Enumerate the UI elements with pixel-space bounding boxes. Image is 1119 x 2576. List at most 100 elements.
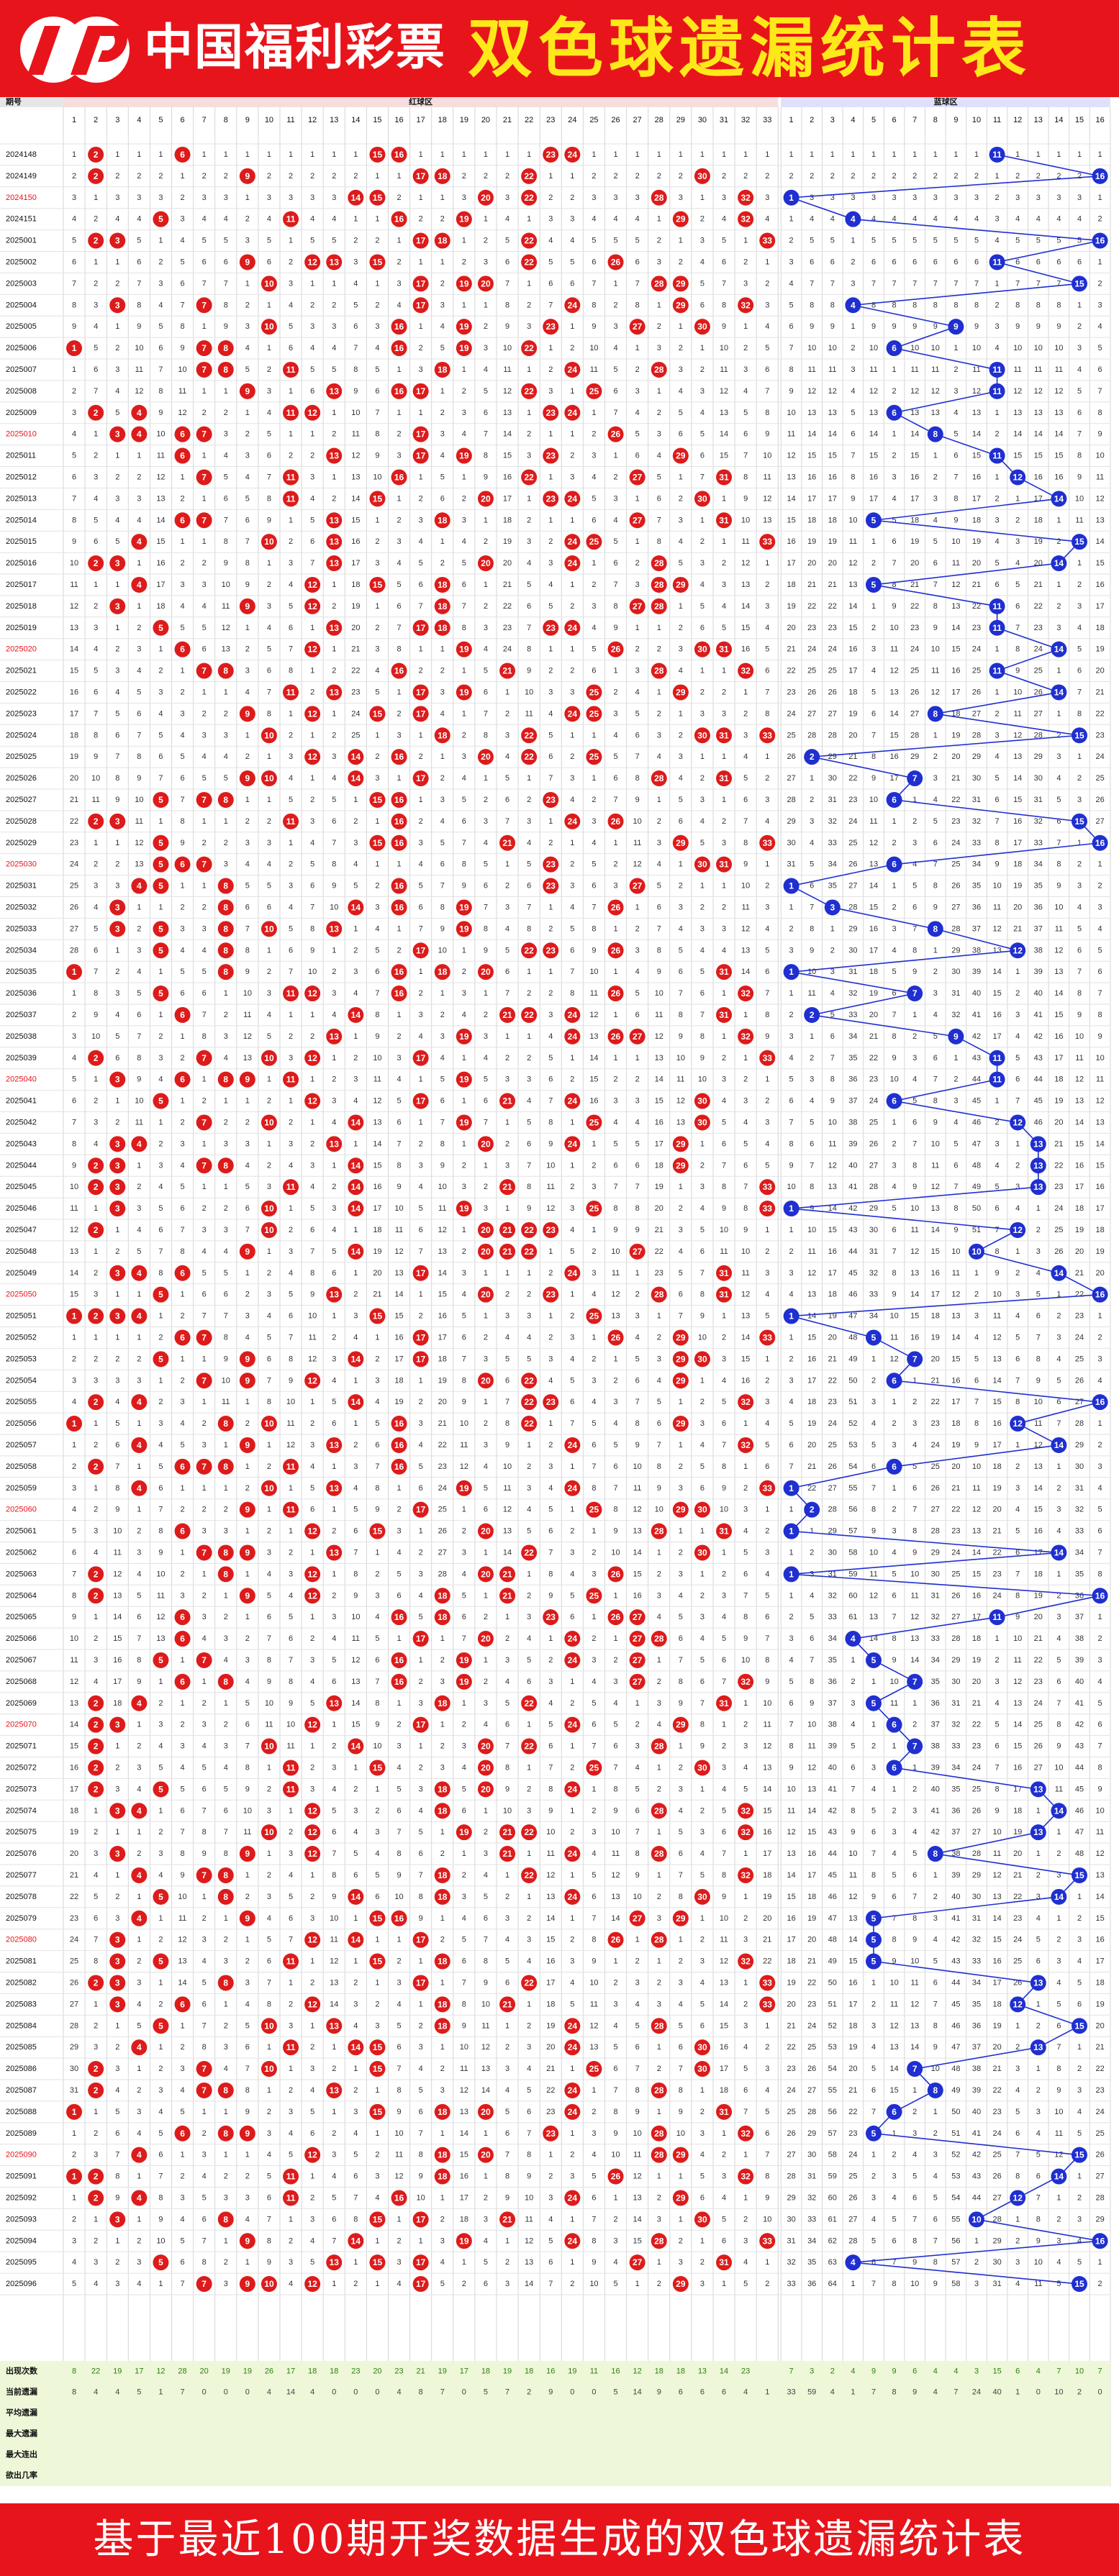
red-omission-value: 4 [267,1011,271,1019]
blue-omission-value: 1 [892,365,897,374]
blue-omission-value: 17 [828,494,837,503]
red-ball-number: 21 [502,1182,512,1192]
blue-omission-value: 1 [810,774,814,783]
red-omission-value: 15 [720,452,728,460]
red-omission-value: 8 [289,1678,293,1686]
red-ball-number: 32 [740,1032,751,1042]
blue-omission-value: 47 [848,1312,857,1321]
red-ball-number: 23 [546,860,556,870]
blue-omission-value: 1 [789,1548,794,1557]
red-omission-value: 4 [289,1591,293,1600]
blue-omission-value: 2 [851,172,855,181]
blue-omission-value: 4 [1098,322,1102,331]
period-label: 2025034 [6,946,37,955]
red-omission-value: 12 [286,1441,295,1449]
red-omission-value: 2 [224,1721,228,1729]
red-omission-value: 1 [613,1054,617,1062]
red-omission-value: 1 [440,1978,445,1987]
red-omission-value: 6 [635,1376,640,1385]
red-ball-number: 22 [524,236,534,246]
blue-omission-value: 3 [974,194,979,202]
red-ball-number: 2 [94,816,99,827]
red-omission-value: 1 [592,1333,596,1342]
red-omission-value: 8 [180,322,184,331]
red-omission-value: 4 [375,1849,379,1858]
red-ball-number: 22 [524,472,534,482]
blue-omission-value: 10 [1034,344,1043,352]
red-omission-value: 3 [353,1075,358,1084]
blue-omission-value: 12 [869,387,878,396]
blue-omission-value: 10 [972,1462,981,1471]
red-omission-value: 2 [570,1828,574,1837]
blue-omission-value: 13 [910,1634,919,1643]
blue-omission-value: 1 [810,150,814,159]
red-omission-value: 5 [635,1139,640,1148]
red-omission-value: 2 [180,1118,184,1127]
blue-omission-value: 3 [1015,1484,1020,1493]
red-omission-value: 16 [655,1118,663,1127]
red-number-header: 24 [568,116,576,124]
red-omission-value: 10 [503,1806,512,1815]
red-omission-value: 17 [763,1849,771,1858]
blue-omission-value: 22 [1034,1656,1043,1665]
blue-omission-value: 22 [807,602,816,611]
blue-omission-value: 30 [869,1226,878,1234]
red-omission-value: 3 [570,688,574,696]
red-ball-number: 5 [158,945,163,955]
red-omission-value: 3 [397,731,401,739]
red-omission-value: 4 [332,1011,336,1019]
blue-omission-value: 1 [789,215,794,224]
red-ball-number: 15 [373,193,383,203]
blue-omission-value: 6 [1056,1398,1061,1406]
red-omission-value: 3 [353,1462,358,1471]
red-omission-value: 1 [245,1871,250,1880]
red-ball-number: 4 [137,1913,142,1924]
red-omission-value: 3 [462,989,466,998]
red-omission-value: 7 [592,279,596,288]
red-omission-value: 4 [722,1613,726,1621]
blue-omission-value: 5 [974,237,979,245]
red-omission-value: 6 [202,2000,207,2008]
red-omission-value: 2 [180,1312,184,1321]
blue-omission-value: 37 [828,1699,837,1708]
blue-omission-value: 4 [953,1118,958,1127]
red-ball-number: 19 [459,1117,469,1127]
red-omission-value: 4 [115,516,119,524]
red-omission-value: 10 [351,1613,360,1621]
red-omission-value: 9 [332,1893,336,1901]
red-ball-number: 26 [611,1032,621,1042]
red-omission-value: 6 [484,882,488,891]
blue-omission-value: 9 [1056,1742,1061,1751]
red-ball-number: 17 [416,709,426,719]
red-omission-value: 7 [245,1226,250,1234]
red-omission-value: 3 [635,387,640,396]
blue-omission-value: 34 [869,1312,878,1321]
red-omission-value: 5 [548,1506,553,1514]
red-omission-value: 2 [484,1333,488,1342]
blue-omission-value: 7 [974,279,979,288]
red-omission-value: 2 [657,1893,661,1901]
blue-omission-value: 4 [789,1656,794,1665]
blue-omission-value: 2 [995,301,1000,309]
red-ball-number: 13 [330,1547,340,1557]
red-omission-value: 5 [743,774,748,783]
red-ball-number: 7 [201,1117,207,1127]
blue-omission-value: 8 [1056,1721,1061,1729]
red-ball-number: 31 [719,860,729,870]
red-omission-value: 2 [137,1742,141,1751]
red-omission-value: 7 [527,1161,531,1170]
blue-omission-value: 16 [1095,1183,1104,1191]
red-omission-value: 2 [289,258,293,266]
red-omission-value: 1 [137,1462,141,1471]
red-omission-value: 3 [332,1204,336,1213]
blue-omission-value: 37 [1075,1613,1084,1621]
blue-omission-value: 17 [1075,1183,1084,1191]
red-omission-value: 7 [72,279,76,288]
blue-omission-value: 25 [787,731,795,739]
red-omission-value: 1 [613,150,617,159]
red-omission-value: 2 [679,731,683,739]
red-omission-value: 12 [156,1613,165,1621]
red-omission-value: 3 [592,817,596,826]
red-omission-value: 2 [613,1075,617,1084]
blue-omission-value: 9 [810,1699,814,1708]
